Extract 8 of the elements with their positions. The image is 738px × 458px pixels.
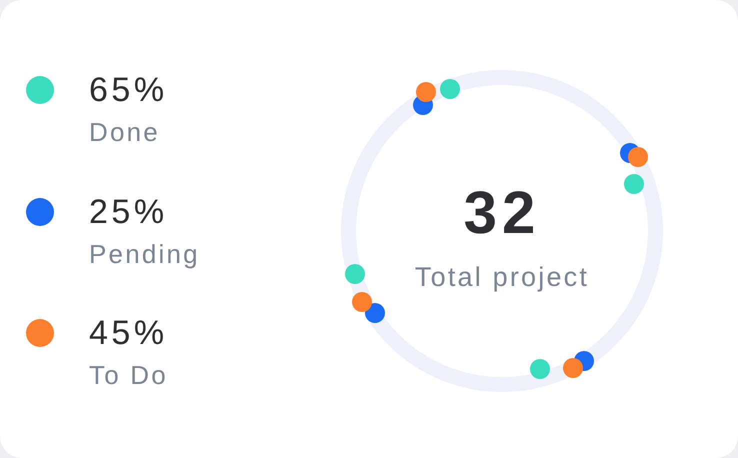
data-label: 45%	[89, 314, 168, 352]
category-label: To Do	[89, 360, 168, 390]
category-label: Pending	[89, 238, 200, 268]
data-label: 65%	[89, 71, 168, 109]
category-label: Done	[89, 117, 160, 147]
text: Total project	[414, 262, 590, 292]
data-label: 25%	[89, 192, 168, 230]
text: 32	[464, 179, 540, 246]
